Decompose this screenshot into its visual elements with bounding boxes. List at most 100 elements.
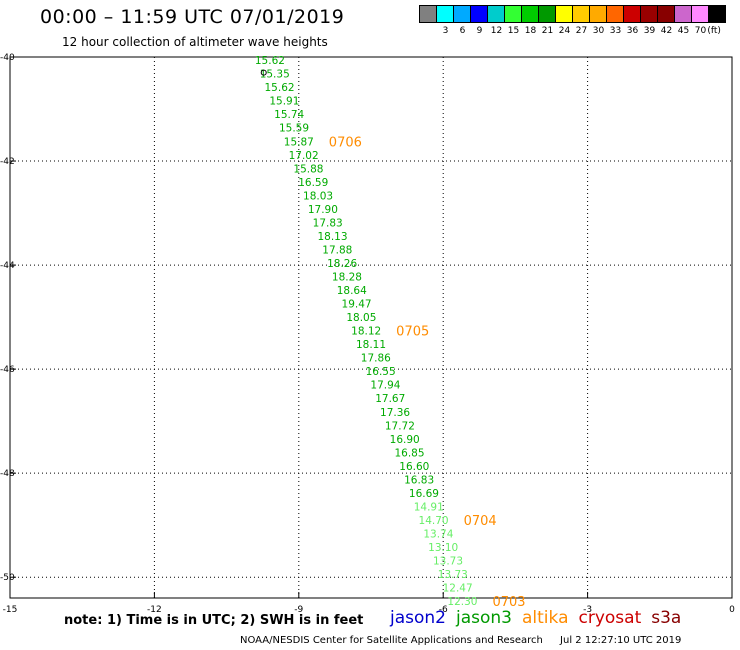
swh-label: 17.90 — [308, 204, 338, 216]
satellite-cryosat: cryosat — [578, 608, 642, 628]
y-tick-label: -44 — [0, 261, 15, 271]
y-tick-label: -46 — [0, 365, 15, 375]
satellite-s3a: s3a — [651, 608, 682, 628]
legend-label-30: 30 — [592, 26, 605, 36]
swh-label: 16.59 — [298, 177, 328, 189]
legend-swatch-17 — [708, 5, 726, 23]
swh-label: 17.94 — [370, 380, 400, 392]
swh-label: 17.67 — [375, 393, 405, 405]
time-label-0706: 0706 — [329, 135, 362, 150]
footer-credit: NOAA/NESDIS Center for Satellite Applica… — [240, 635, 543, 646]
x-tick-label: -6 — [439, 605, 448, 615]
legend-swatch-3 — [470, 5, 488, 23]
swh-label: 18.11 — [356, 339, 386, 351]
swh-label: 18.03 — [303, 190, 333, 202]
legend-swatch-16 — [691, 5, 709, 23]
legend-swatch-0 — [419, 5, 437, 23]
legend-swatch-11 — [606, 5, 624, 23]
legend-label-70: 70 — [694, 26, 707, 36]
swh-label: 15.88 — [293, 163, 323, 175]
note-text: note: 1) Time is in UTC; 2) SWH is in fe… — [64, 613, 364, 628]
x-tick-label: -15 — [3, 605, 18, 615]
legend-label-6: 6 — [459, 26, 466, 36]
legend-label-42: 42 — [660, 26, 673, 36]
swh-label: 16.69 — [409, 488, 439, 500]
swh-label: 17.88 — [322, 244, 352, 256]
x-tick-label: 0 — [729, 605, 735, 615]
legend-swatch-14 — [657, 5, 675, 23]
legend-label-33: 33 — [609, 26, 622, 36]
swh-label: 18.05 — [346, 312, 376, 324]
y-tick-label: -42 — [0, 157, 15, 167]
swh-label: 18.26 — [327, 258, 357, 270]
legend-label-36: 36 — [626, 26, 639, 36]
swh-label: 13.10 — [428, 542, 458, 554]
legend-label-3: 3 — [442, 26, 449, 36]
swh-label: 17.02 — [289, 150, 319, 162]
swh-label: 13.74 — [423, 528, 453, 540]
swh-label: 12.47 — [443, 583, 473, 595]
legend-label-24: 24 — [558, 26, 571, 36]
page-title: 00:00 – 11:59 UTC 07/01/2019 — [40, 6, 345, 28]
legend-swatch-7 — [538, 5, 556, 23]
swh-label: 15.35 — [260, 69, 290, 81]
page-subtitle: 12 hour collection of altimeter wave hei… — [62, 35, 328, 49]
legend-label-21: 21 — [541, 26, 554, 36]
time-label-0704: 0704 — [464, 514, 497, 529]
legend-label-15: 15 — [507, 26, 520, 36]
x-tick-label: -3 — [583, 605, 592, 615]
legend-label-9: 9 — [476, 26, 483, 36]
y-tick-label: -48 — [0, 469, 15, 479]
legend-label-27: 27 — [575, 26, 588, 36]
swh-label: 16.60 — [399, 461, 429, 473]
swh-label: 18.12 — [351, 326, 381, 338]
x-tick-label: -9 — [294, 605, 303, 615]
legend-swatch-9 — [572, 5, 590, 23]
swh-label: 17.72 — [385, 420, 415, 432]
satellite-jason2: jason2 — [390, 608, 446, 628]
legend-swatch-4 — [487, 5, 505, 23]
legend-swatch-10 — [589, 5, 607, 23]
y-tick-label: -40 — [0, 53, 15, 63]
swh-label: 19.47 — [342, 299, 372, 311]
swh-label: 13.73 — [433, 556, 463, 568]
legend-swatch-12 — [623, 5, 641, 23]
legend-swatch-15 — [674, 5, 692, 23]
swh-label: 15.91 — [269, 96, 299, 108]
swh-label: 13.73 — [438, 569, 468, 581]
swh-label: 16.55 — [366, 366, 396, 378]
track-start-marker — [260, 69, 267, 76]
legend-swatch-2 — [453, 5, 471, 23]
swh-label: 15.62 — [265, 82, 295, 94]
legend-label-39: 39 — [643, 26, 656, 36]
legend-label-12: 12 — [490, 26, 503, 36]
footer: NOAA/NESDIS Center for Satellite Applica… — [240, 635, 681, 646]
legend-swatch-5 — [504, 5, 522, 23]
legend-swatch-1 — [436, 5, 454, 23]
satellite-legend: jason2 jason3 altika cryosat s3a — [390, 608, 691, 628]
legend-label-45: 45 — [677, 26, 690, 36]
time-label-0705: 0705 — [396, 325, 429, 340]
swh-label: 17.86 — [361, 353, 391, 365]
legend-label-18: 18 — [524, 26, 537, 36]
swh-label: 17.36 — [380, 407, 410, 419]
satellite-altika: altika — [522, 608, 569, 628]
swh-label: 16.83 — [404, 474, 434, 486]
swh-label: 18.64 — [337, 285, 367, 297]
swh-label: 18.28 — [332, 272, 362, 284]
swh-label: 18.13 — [317, 231, 347, 243]
swh-label: 12.30 — [447, 596, 477, 608]
swh-label: 14.91 — [414, 501, 444, 513]
legend-swatches — [419, 5, 726, 23]
time-label-0703: 0703 — [492, 595, 525, 610]
legend-swatch-8 — [555, 5, 573, 23]
x-tick-label: -12 — [147, 605, 162, 615]
legend-labels: 3 6 9 12 15 18 21 24 27 30 33 36 39 42 45 70 (ft) — [420, 23, 726, 37]
footer-timestamp: Jul 2 12:27:10 UTC 2019 — [560, 635, 682, 646]
legend-unit: (ft) — [707, 26, 721, 36]
swh-label: 15.87 — [284, 136, 314, 148]
legend-swatch-13 — [640, 5, 658, 23]
swh-label: 15.62 — [255, 55, 285, 67]
legend-swatch-6 — [521, 5, 539, 23]
